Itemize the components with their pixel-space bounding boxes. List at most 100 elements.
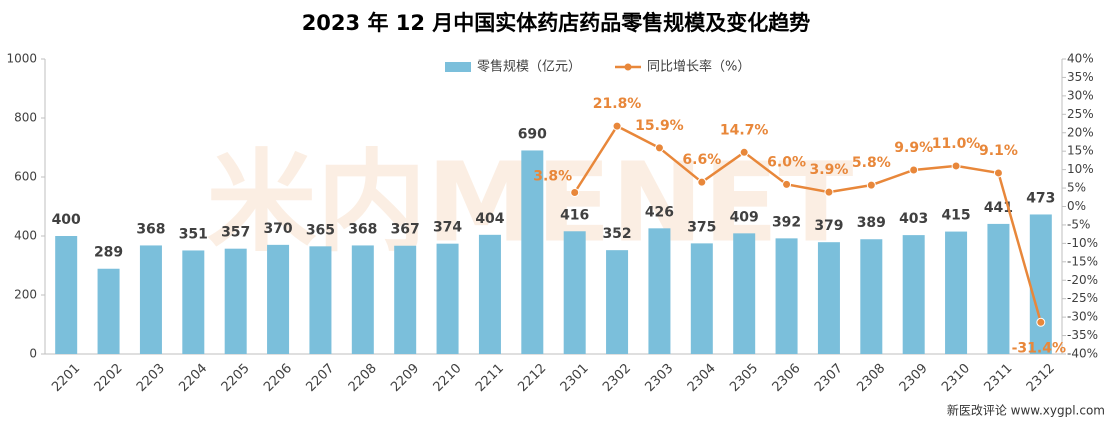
y-tick-label: 200 [14, 288, 37, 302]
y2-tick-label: -30% [1067, 310, 1098, 324]
y2-tick-label: -5% [1067, 217, 1090, 231]
x-tick-label: 2302 [600, 361, 634, 395]
bar-value-label: 403 [899, 211, 928, 227]
x-tick-label: 2304 [685, 361, 719, 395]
y2-tick-label: 5% [1067, 181, 1086, 195]
x-tick-label: 2209 [388, 361, 422, 395]
bar [182, 250, 205, 354]
bar [690, 243, 713, 354]
y2-tick-label: -40% [1067, 347, 1098, 361]
bar-value-label: 441 [984, 200, 1013, 216]
bar-value-label: 351 [179, 226, 208, 242]
y-tick-label: 800 [14, 111, 37, 125]
bar [648, 228, 671, 354]
bar [775, 238, 798, 354]
bar [1029, 214, 1052, 354]
x-tick-label: 2306 [770, 361, 804, 395]
bar-value-label: 416 [560, 207, 589, 223]
y2-tick-label: 10% [1067, 162, 1094, 176]
bar [97, 268, 120, 354]
x-tick-label: 2210 [431, 361, 465, 395]
y2-tick-label: 0% [1067, 199, 1086, 213]
chart-title: 2023 年 12 月中国实体药店药品零售规模及变化趋势 [302, 11, 811, 35]
y2-tick-label: -20% [1067, 273, 1098, 287]
x-tick-label: 2206 [261, 361, 295, 395]
y2-tick-label: -15% [1067, 254, 1098, 268]
bar [267, 244, 290, 354]
bar [436, 243, 459, 354]
y-tick-label: 400 [14, 229, 37, 243]
line-point [570, 187, 580, 197]
line-point [866, 180, 876, 190]
line-point [654, 143, 664, 153]
line-point [824, 187, 834, 197]
y2-tick-label: 40% [1067, 52, 1094, 66]
bar-value-label: 404 [475, 211, 504, 227]
y-tick-label: 600 [14, 170, 37, 184]
bar-value-label: 370 [263, 221, 292, 237]
y2-tick-label: -35% [1067, 328, 1098, 342]
x-tick-label: 2202 [92, 361, 126, 395]
bar-value-label: 375 [687, 219, 716, 235]
line-value-label: 14.7% [720, 122, 769, 138]
x-tick-label: 2204 [176, 361, 210, 395]
bar-value-label: 473 [1026, 190, 1055, 206]
y2-tick-label: 35% [1067, 70, 1094, 84]
x-tick-label: 2307 [812, 361, 846, 395]
line-value-label: 5.8% [852, 155, 891, 171]
bar-value-label: 368 [348, 221, 377, 237]
bar [351, 245, 374, 354]
x-tick-label: 2203 [134, 361, 168, 395]
line-value-label: 3.9% [810, 162, 849, 178]
bar [563, 231, 586, 354]
bar [394, 245, 417, 354]
bar [860, 239, 883, 354]
bar-value-label: 352 [602, 226, 631, 242]
line-point [951, 161, 961, 171]
y2-tick-label: 20% [1067, 125, 1094, 139]
y2-tick-label: -25% [1067, 291, 1098, 305]
line-point [612, 121, 622, 131]
line-value-label: 21.8% [593, 96, 642, 112]
y-tick-label: 1000 [6, 52, 37, 66]
bar-value-label: 379 [814, 218, 843, 234]
x-tick-label: 2211 [473, 361, 507, 395]
bar-value-label: 426 [645, 204, 674, 220]
bar [817, 242, 840, 354]
x-tick-label: 2311 [981, 361, 1015, 395]
y2-tick-label: 30% [1067, 88, 1094, 102]
line-value-label: 15.9% [635, 118, 684, 134]
x-tick-label: 2312 [1024, 361, 1058, 395]
bar-value-label: 400 [52, 212, 81, 228]
bar [902, 235, 925, 354]
line-point [909, 165, 919, 175]
x-tick-label: 2308 [854, 361, 888, 395]
x-tick-label: 2208 [346, 361, 380, 395]
legend-label: 零售规模（亿元） [477, 59, 581, 75]
line-value-label: 6.0% [767, 154, 806, 170]
x-tick-label: 2201 [49, 361, 83, 395]
bar-value-label: 365 [306, 222, 335, 238]
line-value-label: 9.1% [979, 143, 1018, 159]
x-tick-label: 2301 [558, 361, 592, 395]
bar-value-label: 409 [730, 209, 759, 225]
bar [55, 236, 78, 354]
x-tick-label: 2309 [897, 361, 931, 395]
x-tick-label: 2305 [727, 361, 761, 395]
bar-value-label: 357 [221, 225, 250, 241]
x-tick-label: 2212 [515, 361, 549, 395]
bar-value-label: 368 [136, 221, 165, 237]
bar [521, 150, 544, 354]
bar-value-label: 289 [94, 245, 123, 261]
line-point [782, 179, 792, 189]
bar [224, 248, 247, 354]
legend-swatch [624, 63, 632, 71]
line-point [1036, 317, 1046, 327]
line-value-label: 11.0% [932, 136, 981, 152]
bar [945, 231, 968, 354]
bar-value-label: 367 [391, 222, 420, 238]
line-point [739, 147, 749, 157]
x-tick-label: 2303 [642, 361, 676, 395]
y-tick-label: 0 [29, 347, 37, 361]
line-point [697, 177, 707, 187]
